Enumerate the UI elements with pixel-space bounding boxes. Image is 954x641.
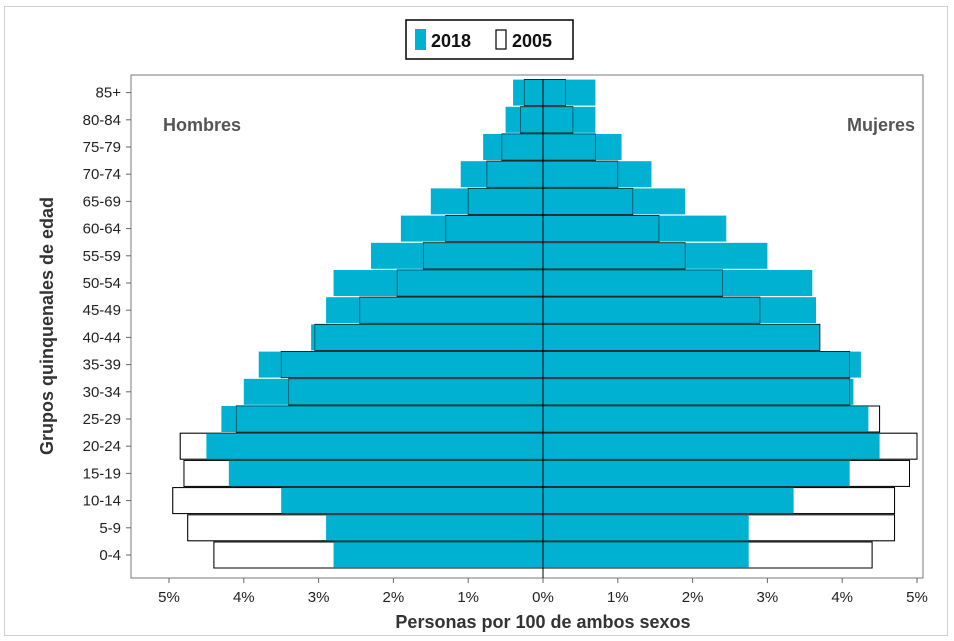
bar-2018-female-30-34	[543, 378, 854, 405]
bar-2018-female-10-14	[543, 487, 794, 514]
population-pyramid-chart: 2018 2005 5% 4% 3% 2% 1% 0% 1% 2% 3% 4% 5% 0-4 5-9 1…	[37, 19, 928, 632]
bar-2018-female-45-49	[543, 297, 817, 324]
legend-label-2005: 2005	[512, 31, 552, 51]
x-tick-label-9: 4%	[831, 589, 853, 606]
bar-2018-female-80-84	[543, 106, 596, 133]
bar-2018-male-55-59	[370, 242, 543, 269]
x-axis-ticks: 5% 4% 3% 2% 1% 0% 1% 2% 3% 4% 5%	[158, 578, 928, 606]
y-tick-label-20-24: 20-24	[83, 438, 121, 455]
bar-2018-male-5-9	[326, 514, 543, 541]
y-tick-label-35-39: 35-39	[83, 357, 121, 374]
y-tick-label-50-54: 50-54	[83, 275, 121, 292]
y-tick-label-55-59: 55-59	[83, 248, 121, 265]
bar-2018-female-70-74	[543, 161, 652, 188]
bar-2018-male-85+	[513, 79, 543, 106]
bar-2018-male-60-64	[400, 215, 543, 242]
bar-2018-female-65-69	[543, 188, 686, 215]
x-tick-label-7: 2%	[682, 589, 704, 606]
bar-2018-female-25-29	[543, 406, 869, 432]
mujeres-label: Mujeres	[847, 115, 915, 135]
bar-2018-male-40-44	[311, 324, 543, 351]
x-axis-title: Personas por 100 de ambos sexos	[395, 612, 690, 632]
bar-2018-male-10-14	[281, 487, 543, 514]
bar-2018-male-15-19	[228, 460, 543, 487]
x-tick-label-0: 5%	[158, 589, 180, 606]
bar-2018-male-35-39	[258, 351, 543, 378]
bar-2018-female-50-54	[543, 270, 813, 296]
y-tick-label-60-64: 60-64	[83, 221, 121, 238]
bar-2018-female-35-39	[543, 351, 861, 378]
y-tick-label-40-44: 40-44	[83, 329, 121, 346]
x-tick-label-8: 3%	[757, 589, 779, 606]
y-tick-label-75-79: 75-79	[83, 139, 121, 156]
bar-2018-female-5-9	[543, 514, 749, 541]
y-tick-label-5-9: 5-9	[99, 520, 121, 537]
y-tick-label-25-29: 25-29	[83, 411, 121, 428]
x-tick-label-3: 2%	[383, 589, 405, 606]
x-tick-label-6: 1%	[607, 589, 629, 606]
bar-2018-female-15-19	[543, 460, 850, 487]
y-tick-label-80-84: 80-84	[83, 112, 121, 129]
y-tick-label-0-4: 0-4	[99, 547, 121, 564]
y-axis-title: Grupos quinquenales de edad	[37, 197, 57, 455]
bar-2018-male-80-84	[505, 106, 543, 133]
y-tick-label-70-74: 70-74	[83, 166, 121, 183]
y-tick-label-45-49: 45-49	[83, 302, 121, 319]
y-tick-label-15-19: 15-19	[83, 465, 121, 482]
bar-2018-female-40-44	[543, 324, 820, 351]
bar-2018-male-50-54	[333, 270, 543, 296]
y-tick-label-65-69: 65-69	[83, 193, 121, 210]
y-tick-label-30-34: 30-34	[83, 384, 121, 401]
legend-swatch-2005	[495, 29, 507, 50]
bar-2018-male-75-79	[483, 134, 543, 160]
bar-2018-male-25-29	[221, 406, 544, 432]
bar-2018-female-0-4	[543, 542, 749, 568]
bar-2018-male-45-49	[326, 297, 543, 324]
bar-2018-female-60-64	[543, 215, 727, 242]
y-axis-ticks: 0-4 5-9 10-14 15-19 20-24 25-29 30-34 35-39 40-4…	[83, 85, 131, 564]
y-tick-label-10-14: 10-14	[83, 493, 121, 510]
x-tick-label-4: 1%	[457, 589, 479, 606]
bar-2018-male-20-24	[206, 433, 543, 460]
bar-2018-male-70-74	[460, 161, 543, 188]
x-tick-label-5: 0%	[532, 589, 554, 606]
legend-label-2018: 2018	[431, 31, 471, 51]
bar-2018-female-20-24	[543, 433, 880, 460]
legend: 2018 2005	[405, 19, 574, 60]
x-tick-label-1: 4%	[233, 589, 255, 606]
bar-2018-female-75-79	[543, 134, 622, 160]
bar-2018-female-85+	[543, 79, 596, 106]
bar-2018-male-0-4	[333, 542, 543, 568]
hombres-label: Hombres	[163, 115, 241, 135]
chart-frame: 2018 2005 5% 4% 3% 2% 1% 0% 1% 2% 3% 4% 5% 0-4 5-9 1…	[4, 6, 948, 636]
x-tick-label-10: 5%	[906, 589, 928, 606]
legend-swatch-2018	[415, 29, 426, 50]
x-tick-label-2: 3%	[308, 589, 330, 606]
legend-box	[405, 19, 574, 60]
bar-2018-male-65-69	[430, 188, 543, 215]
bar-2018-female-55-59	[543, 242, 768, 269]
y-tick-label-85+: 85+	[96, 85, 122, 102]
bar-2018-male-30-34	[243, 378, 544, 405]
